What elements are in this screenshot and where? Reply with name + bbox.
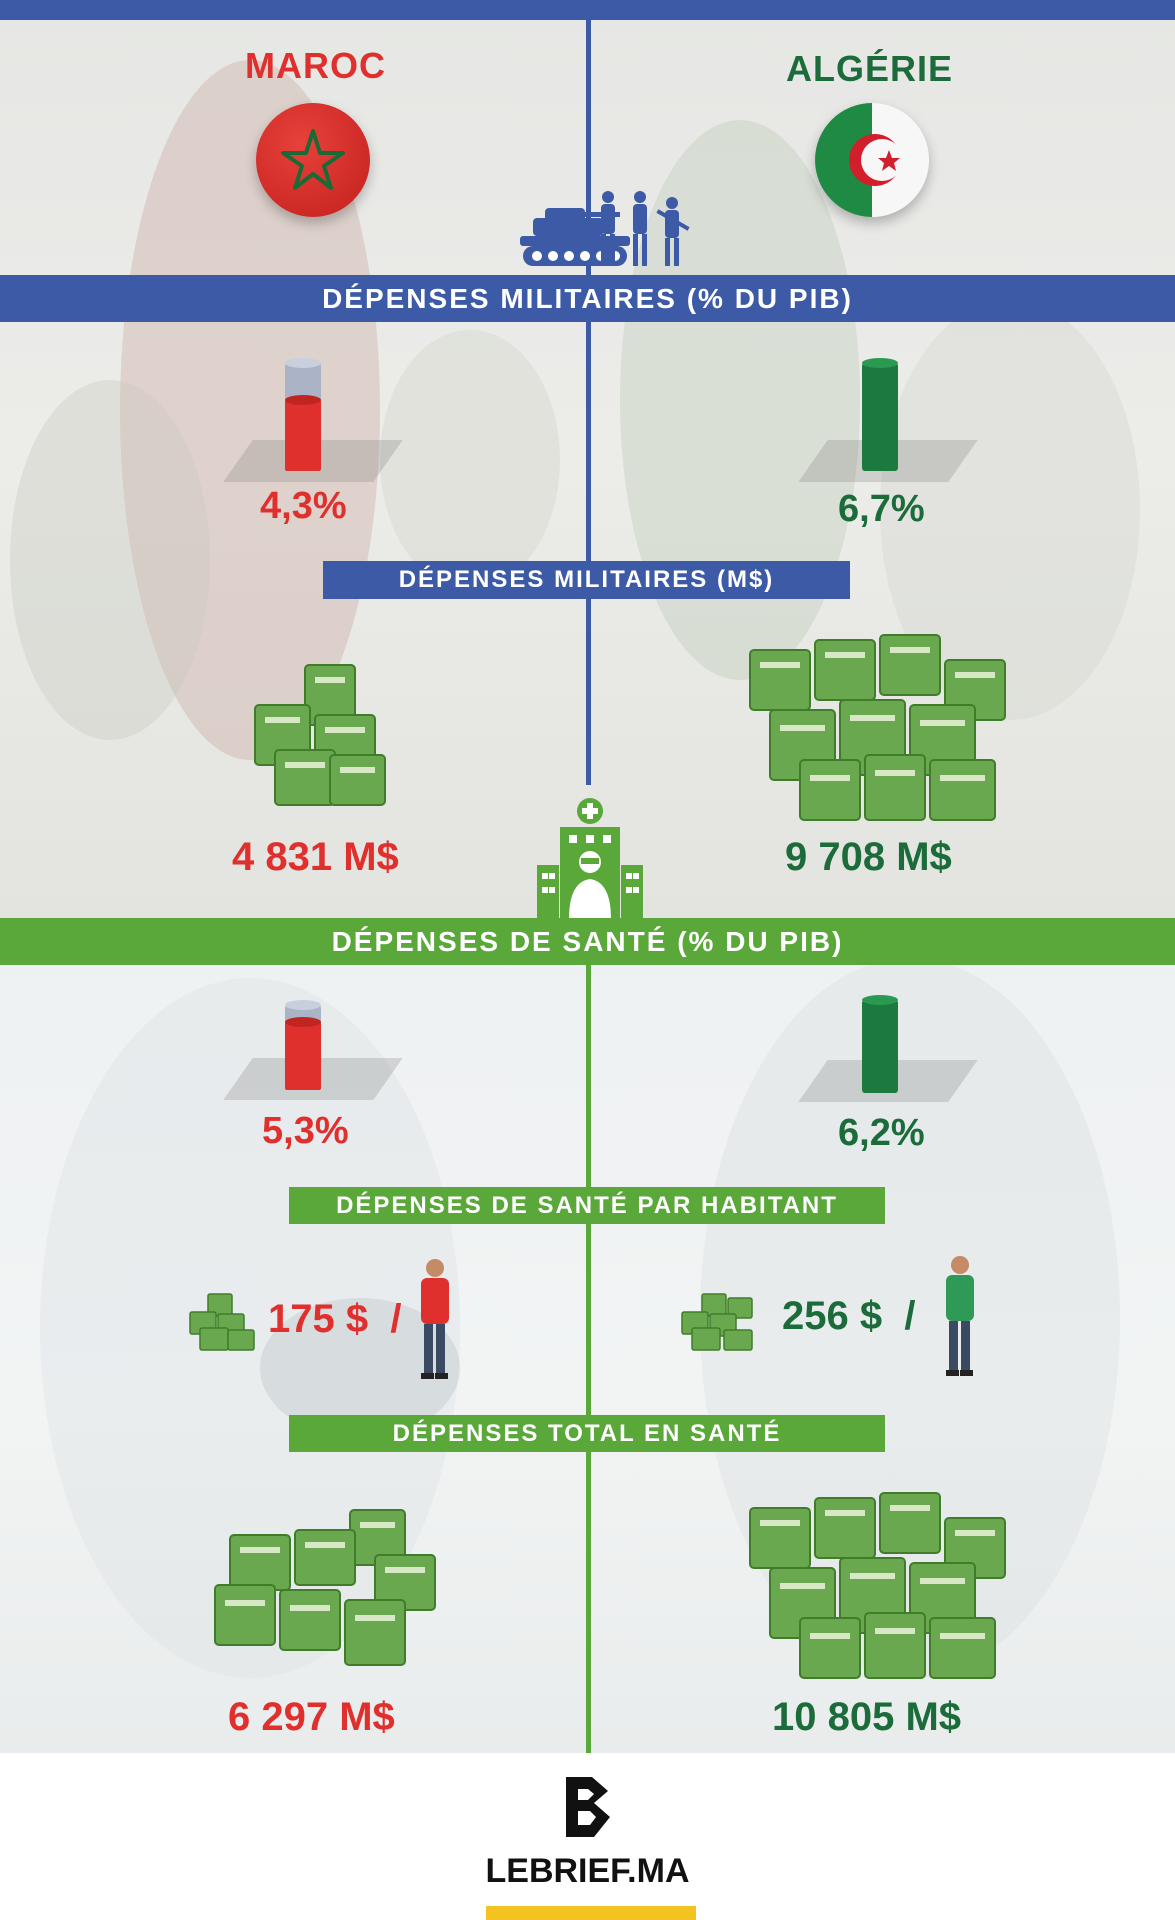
- health-gdp-banner: DÉPENSES DE SANTÉ (% DU PIB): [0, 918, 1175, 965]
- money-stack-icon: [680, 1292, 760, 1357]
- algerie-health-pct: 6,2%: [838, 1112, 925, 1154]
- algerie-per-capita: 256 $ /: [782, 1294, 916, 1338]
- money-stack-icon: [245, 655, 405, 820]
- top-bar: [0, 0, 1175, 20]
- maroc-per-capita: 175 $ /: [268, 1297, 402, 1341]
- money-stack-icon: [740, 630, 1030, 835]
- maroc-military-amount: 4 831 M$: [232, 835, 399, 879]
- tank-soldiers-icon: [515, 188, 695, 278]
- person-icon: [940, 1255, 978, 1382]
- divider-line-health: [586, 965, 591, 1753]
- maroc-health-total: 6 297 M$: [228, 1695, 395, 1739]
- money-stack-icon: [740, 1488, 1030, 1693]
- military-gdp-banner: DÉPENSES MILITAIRES (% DU PIB): [0, 275, 1175, 322]
- hospital-doctor-icon: [535, 797, 645, 924]
- maroc-health-pct: 5,3%: [262, 1110, 349, 1152]
- military-amount-banner: DÉPENSES MILITAIRES (M$): [323, 561, 850, 599]
- morocco-flag-icon: [256, 103, 370, 217]
- divider-line-military: [586, 20, 591, 785]
- brand-name: LEBRIEF.MA: [485, 1852, 690, 1890]
- country-algerie-label: ALGÉRIE: [786, 48, 954, 89]
- maroc-military-pct: 4,3%: [260, 485, 347, 527]
- lebrief-logo-icon: [562, 1773, 614, 1846]
- algerie-military-amount: 9 708 M$: [785, 835, 952, 879]
- person-icon: [415, 1258, 453, 1385]
- money-stack-icon: [210, 1505, 450, 1685]
- country-maroc-label: MAROC: [245, 45, 386, 86]
- algeria-flag-icon: [815, 103, 929, 217]
- algerie-health-total: 10 805 M$: [772, 1695, 962, 1739]
- algerie-military-pct: 6,7%: [838, 488, 925, 530]
- health-total-banner: DÉPENSES TOTAL EN SANTÉ: [289, 1415, 885, 1452]
- brand-underline: [486, 1906, 696, 1920]
- money-stack-icon: [188, 1292, 256, 1357]
- health-per-capita-banner: DÉPENSES DE SANTÉ PAR HABITANT: [289, 1187, 885, 1224]
